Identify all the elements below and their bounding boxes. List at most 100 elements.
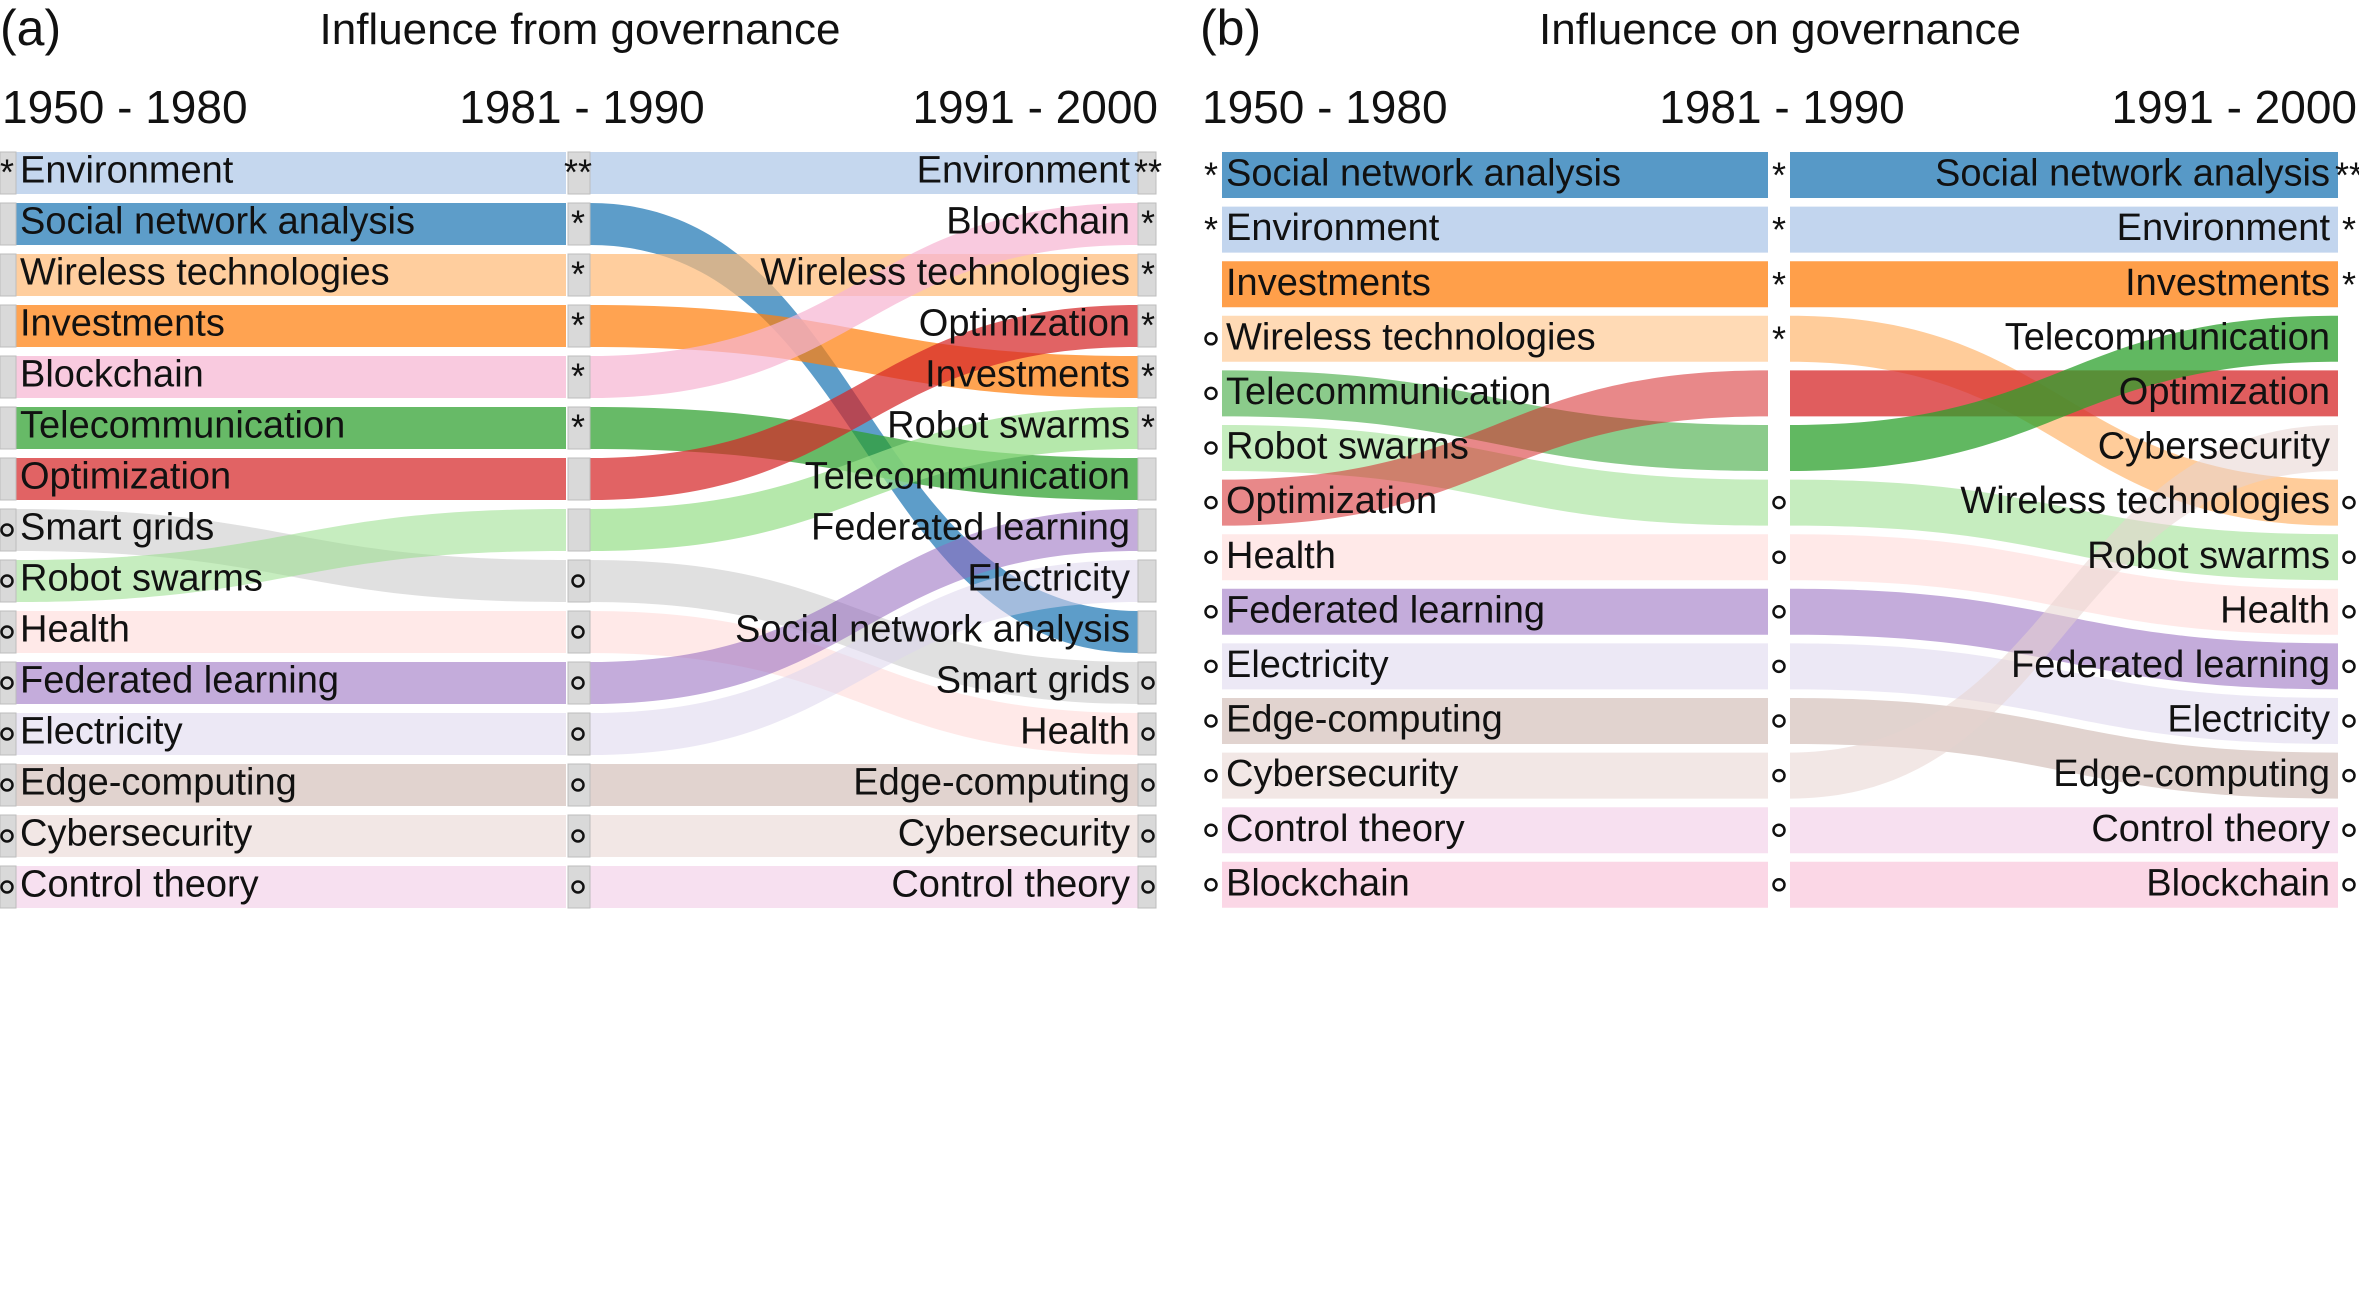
column-separator — [567, 253, 591, 297]
significance-marker: * — [571, 254, 585, 295]
node-label-electricity-col1: Electricity — [20, 711, 183, 753]
flow-environment-1 — [16, 152, 566, 194]
flow-cybersecurity-1 — [16, 815, 566, 857]
column-separator — [1137, 508, 1157, 552]
node-label-edge-computing-col1: Edge-computing — [20, 762, 297, 804]
column-separator — [0, 712, 17, 756]
node-label-telecommunication-col3: Telecommunication — [2005, 316, 2330, 358]
node-label-environment-col3: Environment — [917, 150, 1131, 192]
column-separator — [0, 610, 17, 654]
node-label-investments-col1: Investments — [1226, 262, 1431, 304]
column-separator — [0, 355, 17, 399]
not-significant-marker — [1772, 659, 1786, 674]
column-separator — [567, 712, 591, 756]
column-separator — [0, 151, 17, 195]
significance-marker: * — [571, 305, 585, 346]
not-significant-marker — [1772, 714, 1786, 728]
not-significant-marker — [0, 574, 14, 588]
panel-a-nodes: Environment*Social network analysisWirel… — [0, 150, 1162, 909]
not-significant-marker — [0, 829, 14, 843]
node-label-blockchain-col3: Blockchain — [946, 201, 1130, 243]
panel-a-period-3: 1991 - 2000 — [912, 81, 1158, 133]
not-significant-marker — [1204, 332, 1218, 346]
node-label-smart-grids-col1: Smart grids — [20, 507, 214, 549]
significance-marker: ** — [564, 152, 592, 193]
flow-cybersecurity-1 — [1222, 752, 1768, 799]
flow-social-network-analysis-2 — [1790, 152, 2338, 198]
column-separator — [567, 202, 591, 246]
not-significant-marker — [1204, 823, 1218, 837]
flow-federated-learning-2 — [590, 509, 1138, 704]
node-label-federated-learning-col1: Federated learning — [1226, 589, 1545, 631]
panel-a: Environment*Social network analysisWirel… — [0, 0, 1162, 909]
not-significant-marker — [1204, 495, 1218, 510]
flow-environment-2 — [1790, 206, 2338, 253]
flow-investments-1 — [1222, 261, 1768, 308]
column-separator — [0, 253, 17, 297]
significance-marker: * — [2342, 209, 2356, 250]
node-label-cybersecurity-col3: Cybersecurity — [898, 813, 1130, 855]
node-label-social-network-analysis-col1: Social network analysis — [1226, 153, 1621, 195]
node-label-optimization-col3: Optimization — [919, 303, 1130, 345]
flow-control-theory-2 — [590, 866, 1138, 908]
flow-telecommunication-2 — [1790, 315, 2338, 471]
panel-b-label: (b) — [1200, 0, 1261, 56]
not-significant-marker — [0, 727, 14, 741]
significance-marker: * — [1204, 209, 1218, 250]
not-significant-marker — [571, 880, 585, 894]
flow-control-theory-1 — [1222, 807, 1768, 854]
not-significant-marker — [2342, 605, 2356, 619]
node-label-optimization-col1: Optimization — [20, 456, 231, 498]
flow-cybersecurity-2 — [1790, 425, 2338, 799]
flow-social-network-analysis-1 — [16, 203, 566, 245]
node-label-blockchain-col1: Blockchain — [20, 354, 204, 396]
not-significant-marker — [1772, 550, 1786, 564]
column-separator — [0, 559, 17, 603]
panel-a-period-2: 1981 - 1990 — [459, 81, 705, 133]
significance-marker: ** — [1134, 152, 1162, 193]
column-separator — [567, 151, 591, 195]
significance-marker: * — [1772, 318, 1786, 359]
not-significant-marker — [1772, 495, 1786, 510]
node-label-control-theory-col3: Control theory — [2091, 808, 2330, 850]
column-separator — [567, 661, 591, 705]
flow-cybersecurity-2 — [590, 815, 1138, 857]
column-separator — [0, 202, 17, 246]
node-label-environment-col1: Environment — [1226, 207, 1440, 249]
not-significant-marker — [2342, 659, 2356, 674]
flow-social-network-analysis-2 — [590, 203, 1138, 653]
significance-marker: * — [1141, 356, 1155, 397]
significance-marker: * — [0, 152, 14, 193]
not-significant-marker — [0, 625, 14, 639]
flow-environment-2 — [590, 152, 1138, 194]
flow-social-network-analysis-1 — [1222, 152, 1768, 198]
significance-marker: * — [1141, 254, 1155, 295]
column-separator — [1137, 202, 1157, 246]
column-separator — [1137, 661, 1157, 705]
node-label-wireless-technologies-col3: Wireless technologies — [760, 252, 1130, 294]
flow-blockchain-1 — [16, 356, 566, 398]
node-label-blockchain-col3: Blockchain — [2146, 862, 2330, 904]
not-significant-marker — [0, 880, 14, 894]
column-separator — [567, 508, 591, 552]
node-label-edge-computing-col1: Edge-computing — [1226, 699, 1503, 741]
panel-a-flows — [16, 152, 1138, 908]
node-label-robot-swarms-col1: Robot swarms — [1226, 426, 1469, 468]
panel-a-title: Influence from governance — [320, 5, 841, 54]
node-label-optimization-col1: Optimization — [1226, 480, 1437, 522]
column-separator — [1137, 253, 1157, 297]
not-significant-marker — [1204, 878, 1218, 892]
column-separator — [1137, 457, 1157, 501]
panel-b-period-3: 1991 - 2000 — [2111, 81, 2357, 133]
significance-marker: * — [1141, 407, 1155, 448]
flow-federated-learning-2 — [1790, 588, 2338, 690]
not-significant-marker — [1141, 727, 1155, 741]
node-label-investments-col1: Investments — [20, 303, 225, 345]
flow-electricity-1 — [16, 713, 566, 755]
node-label-health-col3: Health — [1020, 711, 1130, 753]
not-significant-marker — [0, 523, 14, 537]
not-significant-marker — [571, 676, 585, 690]
column-separator — [1137, 406, 1157, 450]
node-label-health-col1: Health — [20, 609, 130, 651]
